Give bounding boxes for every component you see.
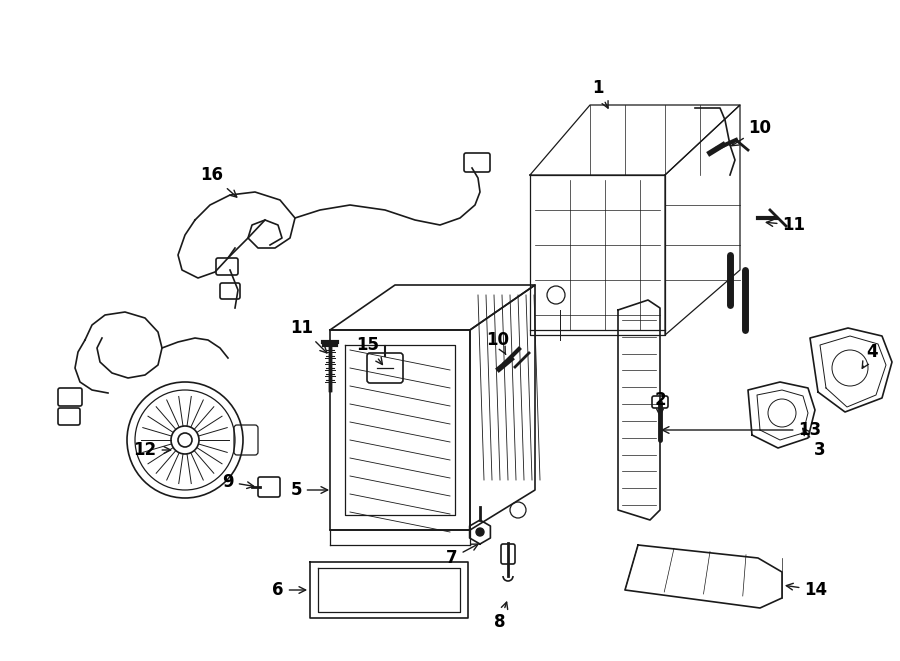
Text: 1: 1 xyxy=(592,79,608,108)
Circle shape xyxy=(476,528,484,536)
Text: 5: 5 xyxy=(290,481,328,499)
Text: 9: 9 xyxy=(222,473,254,491)
Text: 11: 11 xyxy=(766,216,806,234)
Text: 10: 10 xyxy=(732,119,771,145)
Text: 6: 6 xyxy=(272,581,306,599)
Text: 8: 8 xyxy=(494,602,508,631)
Text: 13: 13 xyxy=(662,421,822,439)
Text: 3: 3 xyxy=(803,428,826,459)
Text: 7: 7 xyxy=(446,544,478,567)
Text: 15: 15 xyxy=(356,336,382,364)
Text: 16: 16 xyxy=(201,166,237,197)
Text: 2: 2 xyxy=(654,391,666,416)
Text: 4: 4 xyxy=(862,343,878,368)
Text: 14: 14 xyxy=(787,581,828,599)
Text: 10: 10 xyxy=(487,331,509,354)
Text: 12: 12 xyxy=(133,441,171,459)
Text: 11: 11 xyxy=(291,319,327,353)
